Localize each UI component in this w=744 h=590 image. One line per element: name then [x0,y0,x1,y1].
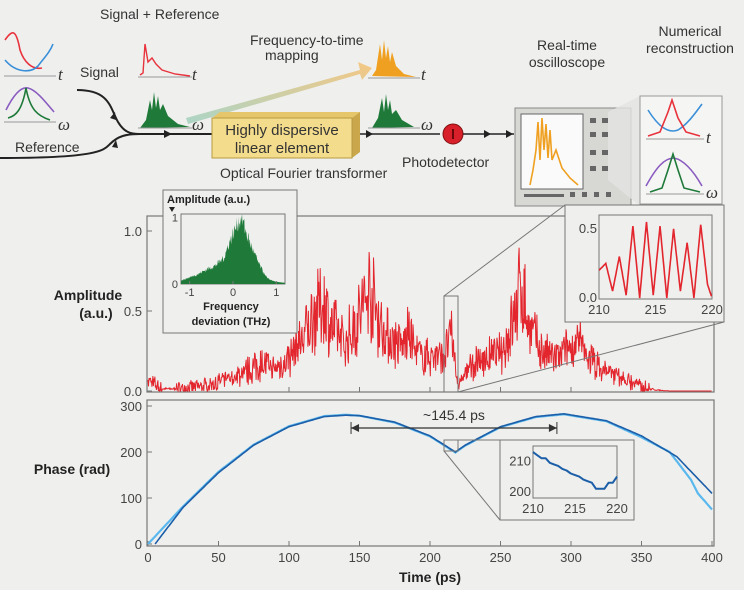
x-tick-label: 215 [564,501,586,516]
y-tick-label: 1.0 [124,224,142,239]
x-tick-label: 350 [631,550,653,565]
amplitude-ylabel: Amplitude [54,287,123,303]
oscilloscope-label-2: oscilloscope [529,54,605,70]
amplitude-zoom-window [443,295,459,393]
y-tick-label: 0 [135,537,142,552]
optical-fourier-label: Optical Fourier transformer [220,165,388,181]
omega-symbol: ω [421,115,433,134]
reconstruction-plot-icon [645,97,704,195]
y-tick-label: 200 [509,484,531,499]
combined-pulse-icon [138,43,192,129]
signal-time-frequency-icon [4,32,56,123]
amplitude-trace [147,247,712,393]
x-tick-label: 150 [349,550,371,565]
phase-plot: Phase (rad) Time (ps) 0 50 100 150 200 250 300… [34,399,723,585]
time-xlabel: Time (ps) [399,569,461,585]
oscilloscope-icon [514,107,632,207]
y-tick-label: 200 [120,445,142,460]
arrowhead-left-icon [351,424,360,432]
amplitude-zoom-trace [598,221,713,299]
reconstruction-label-2: reconstruction [646,40,734,56]
spectrum-area [181,214,285,284]
omega-symbol: ω [58,115,70,134]
spectrum-ylabel: Amplitude (a.u.) [167,194,250,206]
mapping-arrow [186,62,372,124]
y-tick-label: 0.0 [579,290,597,305]
x-tick-label: 215 [645,302,667,317]
x-tick-label: 220 [701,302,723,317]
x-tick-label: 300 [560,550,582,565]
phase-zoom-trace [532,451,618,490]
spectrum-xlabel-1: Frequency [203,301,260,313]
x-tick-label: 400 [701,550,723,565]
t-symbol: t [706,128,712,147]
y-tick-label: 0.0 [124,384,142,399]
signal-plus-reference-label: Signal + Reference [100,6,220,22]
y-tick-label: 300 [120,399,142,414]
x-tick-label: 0 [230,287,236,299]
phase-zoom-window [443,439,459,452]
y-tick-label: 1 [172,212,178,224]
t-symbol: t [421,65,427,84]
reference-fiber [0,133,141,159]
element-label-1: Highly dispersive [225,122,338,139]
x-tick-label: -1 [185,287,195,299]
signal-label: Signal [80,64,119,80]
output-pulse-icon [368,40,420,129]
x-tick-label: 100 [278,550,300,565]
omega-symbol: ω [706,183,718,202]
amplitude-plot: Amplitude (a.u.) 0.0 0.5 1.0 Amplitude (a.… [54,189,725,399]
y-tick-label: 0 [172,279,178,291]
mapping-label-2: mapping [265,47,319,63]
x-tick-label: 1 [273,287,279,299]
y-tick-label: 210 [509,453,531,468]
y-tick-label: 0.5 [124,304,142,319]
phase-trace-dark [154,412,713,545]
x-tick-label: 0 [144,550,151,565]
x-tick-label: 210 [588,302,610,317]
photodetector-label: Photodetector [402,154,490,170]
dispersive-element-box [211,117,353,159]
schematic: t ω Signal + Reference Signal Reference … [0,6,734,207]
oscilloscope-label-1: Real-time [537,37,597,53]
reconstruction-panel [639,95,723,205]
arrowhead-right-icon [548,424,557,432]
t-symbol: t [58,65,64,84]
y-tick-label: 100 [120,491,142,506]
t-symbol: t [192,65,198,84]
element-label-2: linear element [235,140,330,157]
reference-label: Reference [15,139,80,155]
amplitude-ylabel-unit: (a.u.) [79,305,112,321]
x-tick-label: 210 [522,501,544,516]
period-annotation: ~145.4 ps [423,407,485,423]
x-tick-label: 50 [211,550,225,565]
x-tick-label: 200 [419,550,441,565]
y-tick-label: 0.5 [579,221,597,236]
signal-fiber [76,89,141,135]
phase-zoom-inset [499,439,635,521]
mapping-label-1: Frequency-to-time [250,32,364,48]
reconstruction-label-1: Numerical [658,23,721,39]
x-tick-label: 220 [606,501,628,516]
x-tick-label: 250 [490,550,512,565]
spectrum-xlabel-2: deviation (THz) [192,316,271,328]
phase-ylabel: Phase (rad) [34,461,110,477]
